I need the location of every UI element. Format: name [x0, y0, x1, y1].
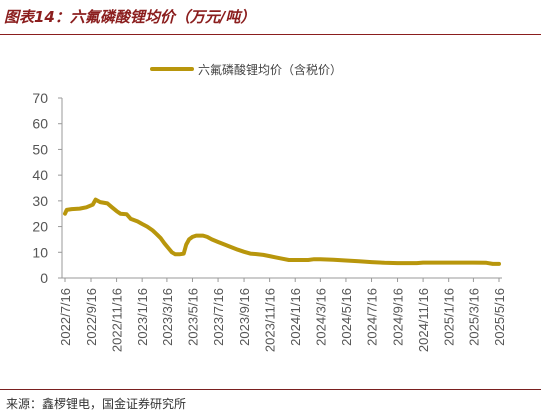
source-divider	[0, 389, 541, 390]
y-tick-label: 60	[32, 116, 48, 132]
x-tick-label: 2022/9/16	[84, 288, 99, 346]
x-tick-label: 2022/7/16	[58, 288, 73, 346]
y-tick-label: 50	[32, 141, 48, 157]
legend-label: 六氟磷酸锂均价（含税价）	[198, 62, 342, 77]
y-tick-label: 20	[32, 219, 48, 235]
y-tick-label: 30	[32, 193, 48, 209]
x-tick-label: 2025/1/16	[442, 288, 457, 346]
x-tick-label: 2025/3/16	[466, 288, 481, 346]
x-axis-ticks: 2022/7/16 2022/9/16 2022/11/16 2023/1/16 202…	[58, 278, 507, 352]
title-divider	[0, 34, 541, 35]
x-tick-label: 2025/5/16	[492, 288, 507, 346]
x-tick-label: 2023/11/16	[263, 288, 278, 352]
y-tick-label: 10	[32, 244, 48, 260]
y-tick-label: 40	[32, 167, 48, 183]
series-line	[63, 197, 501, 266]
x-tick-label: 2024/1/16	[288, 288, 303, 346]
x-tick-label: 2023/9/16	[237, 288, 252, 346]
x-tick-label: 2023/7/16	[211, 288, 226, 346]
x-tick-label: 2024/9/16	[391, 288, 406, 346]
figure-title: 图表14：六氟磷酸锂均价（万元/吨）	[4, 8, 256, 26]
x-tick-label: 2024/7/16	[365, 288, 380, 346]
x-tick-label: 2023/3/16	[160, 288, 175, 346]
x-tick-label: 2023/1/16	[135, 288, 150, 346]
x-tick-label: 2024/11/16	[416, 288, 431, 352]
y-axis-ticks: 0 10 20 30 40 50 60 70	[32, 90, 62, 286]
x-tick-label: 2022/11/16	[110, 288, 125, 352]
y-tick-label: 70	[32, 90, 48, 106]
x-tick-label: 2023/5/16	[185, 288, 200, 346]
x-tick-label: 2024/5/16	[339, 288, 354, 346]
x-tick-label: 2024/3/16	[313, 288, 328, 346]
chart-legend: 六氟磷酸锂均价（含税价）	[150, 62, 342, 77]
source-note: 来源：鑫椤锂电，国金证券研究所	[6, 397, 187, 411]
y-tick-label: 0	[40, 270, 48, 286]
